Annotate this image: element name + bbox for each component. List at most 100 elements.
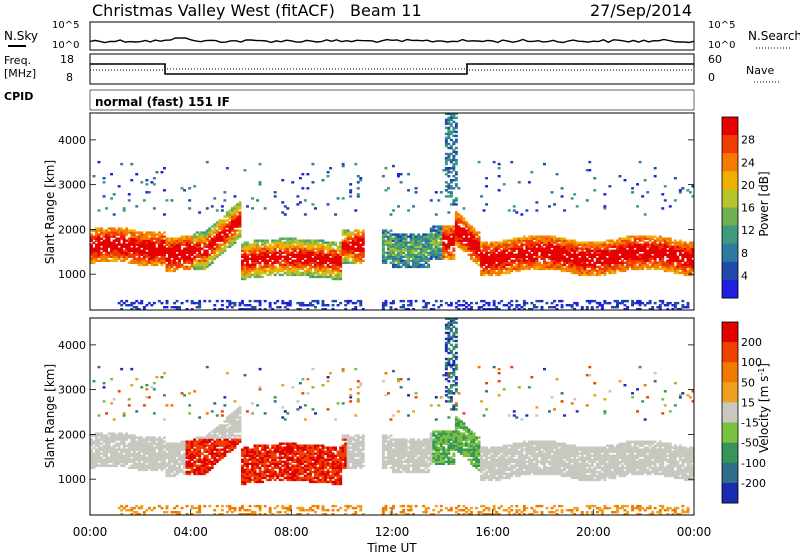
velocity-cell [183, 460, 187, 464]
power-cell [140, 239, 144, 242]
power-cell [140, 181, 144, 184]
velocity-cell [147, 452, 151, 455]
power-yticks-label: 2000 [58, 223, 86, 236]
power-cell [147, 239, 151, 242]
power-cell [651, 263, 655, 267]
power-cell [258, 308, 262, 311]
power-cell [424, 251, 428, 255]
power-cell [424, 239, 428, 242]
velocity-cell [107, 432, 111, 435]
power-cell [324, 275, 328, 279]
power-cell [404, 263, 408, 267]
power-cell [309, 253, 312, 257]
power-cell [580, 241, 584, 244]
power-cell [170, 251, 174, 255]
power-cell [258, 299, 262, 303]
power-heatmap-cells [90, 112, 695, 311]
power-cell [225, 306, 229, 309]
power-cell [636, 301, 640, 305]
power-cell [432, 241, 436, 244]
power-cell [95, 239, 98, 242]
power-cell [530, 255, 534, 259]
power-cell [135, 231, 139, 234]
power-cell [258, 247, 262, 250]
power-cell [399, 261, 403, 265]
power-cell [296, 253, 300, 257]
power-cell [341, 229, 345, 232]
power-cell [457, 221, 461, 224]
power-cell [409, 237, 413, 240]
velocity-cell [115, 454, 119, 458]
power-cell [331, 308, 335, 311]
velocity-cell [160, 466, 164, 470]
velocity-cell [115, 444, 119, 447]
velocity-cell [145, 442, 149, 445]
power-cell [608, 245, 612, 248]
power-cell [585, 199, 589, 202]
power-cell [583, 251, 587, 255]
power-cell [628, 255, 632, 259]
power-cell [661, 251, 665, 255]
velocity-cell [115, 456, 119, 460]
power-cell [613, 257, 617, 261]
power-cell [349, 241, 353, 244]
power-cell [233, 205, 237, 208]
power-cell [220, 299, 224, 303]
power-cell [392, 233, 395, 236]
power-cell [454, 126, 458, 130]
velocity-cell [175, 444, 179, 447]
power-cell [517, 253, 521, 257]
power-cell [309, 261, 312, 265]
power-cell [465, 233, 468, 236]
power-cell [359, 261, 363, 265]
power-cell [666, 241, 670, 244]
power-cell [261, 257, 265, 261]
power-cell [600, 267, 604, 271]
power-cell [215, 247, 219, 250]
power-cell [447, 126, 451, 130]
velocity-cell [120, 448, 124, 451]
power-cell [309, 255, 312, 259]
power-cell [356, 241, 360, 244]
power-cell [482, 263, 486, 267]
power-cell [188, 199, 192, 202]
power-cell [246, 247, 249, 250]
power-cell [243, 277, 247, 281]
power-cell [641, 265, 645, 269]
power-cell [205, 237, 209, 240]
velocity-cell [157, 438, 161, 441]
power-cell [437, 235, 441, 238]
power-cell [658, 308, 662, 311]
power-cell [600, 306, 604, 309]
power-cell [303, 213, 307, 216]
velocity-cell [92, 434, 96, 437]
power-cell [331, 259, 335, 263]
power-cell [535, 237, 539, 240]
power-cell [218, 221, 222, 224]
power-cell [638, 299, 642, 303]
power-cell [251, 249, 255, 253]
power-cell [248, 247, 252, 250]
power-cell [215, 253, 219, 257]
power-cell [283, 306, 287, 309]
power-cell [241, 267, 244, 271]
velocity-cell [160, 456, 164, 460]
power-cell [286, 253, 290, 257]
power-cell [689, 267, 692, 271]
power-cell [603, 273, 607, 277]
velocity-cell [175, 468, 179, 472]
power-cell [585, 251, 589, 255]
power-cell [465, 301, 468, 305]
power-cell [520, 213, 524, 216]
power-cell [210, 247, 214, 250]
velocity-cell [142, 438, 146, 441]
power-cell [515, 253, 519, 257]
power-cell [465, 221, 468, 224]
power-cell [522, 299, 526, 303]
power-cell [447, 136, 451, 140]
power-cell [454, 199, 458, 202]
power-cell [530, 247, 534, 250]
power-cell [439, 249, 443, 253]
power-cell [321, 253, 325, 257]
power-cell [311, 249, 315, 253]
